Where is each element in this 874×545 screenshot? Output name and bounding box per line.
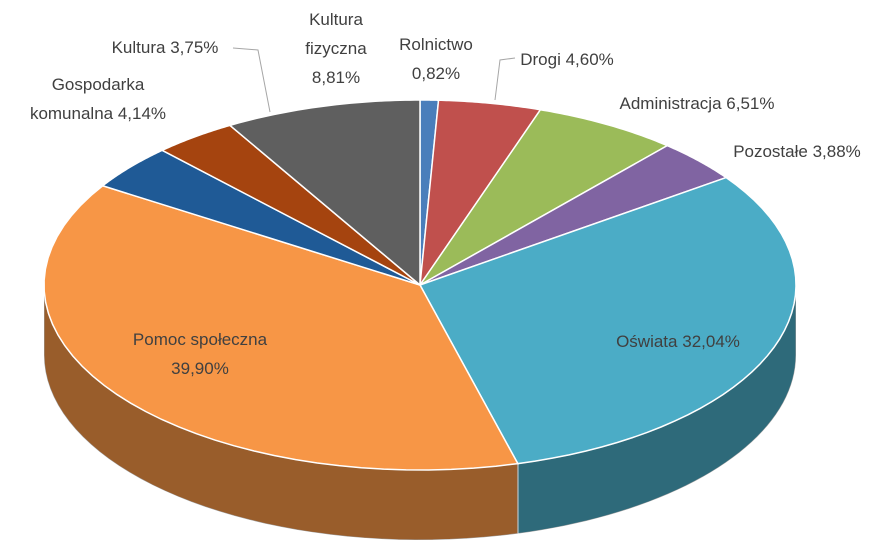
slice <box>43 184 520 471</box>
slice-label: Oświata 32,04% <box>568 327 788 356</box>
category-name: Gospodarka komunalna <box>29 75 145 123</box>
slice-label: Pomoc społeczna 39,90% <box>100 325 300 383</box>
slice-side-shade <box>44 285 518 540</box>
category-name: Rolnictwo <box>399 35 473 54</box>
category-name: Pozostałe <box>733 142 808 161</box>
top-group <box>43 99 797 471</box>
value-label: 4,60% <box>565 50 614 69</box>
slice-label: Administracja 6,51% <box>587 89 807 118</box>
value-label: 3,75% <box>170 38 219 57</box>
category-name: Pomoc społeczna <box>132 330 268 349</box>
value-label: 32,04% <box>682 332 740 351</box>
slice-side-shade <box>517 285 796 534</box>
value-label: 4,14% <box>117 104 167 123</box>
slice-label: Pozostałe 3,88% <box>687 137 874 166</box>
value-label: 8,81% <box>311 68 361 87</box>
slice <box>101 149 421 286</box>
slice <box>418 176 797 465</box>
slice <box>228 99 421 287</box>
slice <box>419 108 669 286</box>
slice-label: Rolnictwo 0,82% <box>381 30 491 88</box>
slice <box>419 99 542 286</box>
slice-label: Kultura 3,75% <box>65 33 265 62</box>
slice <box>419 144 728 286</box>
leader-line <box>494 57 516 101</box>
category-name: Kultura <box>111 38 166 57</box>
slice-label: Gospodarka komunalna 4,14% <box>23 70 173 128</box>
value-label: 6,51% <box>726 94 775 113</box>
category-name: Administracja <box>619 94 722 113</box>
category-name: Kultura fizyczna <box>305 10 367 58</box>
value-label: 0,82% <box>411 64 461 83</box>
slice-label: Kultura fizyczna 8,81% <box>296 5 376 92</box>
slice-label: Drogi 4,60% <box>467 45 667 74</box>
leader-line <box>232 47 271 113</box>
category-name: Oświata <box>616 332 678 351</box>
value-label: 3,88% <box>812 142 861 161</box>
slice <box>160 124 421 286</box>
value-label: 39,90% <box>171 359 229 378</box>
category-name: Drogi <box>520 50 561 69</box>
